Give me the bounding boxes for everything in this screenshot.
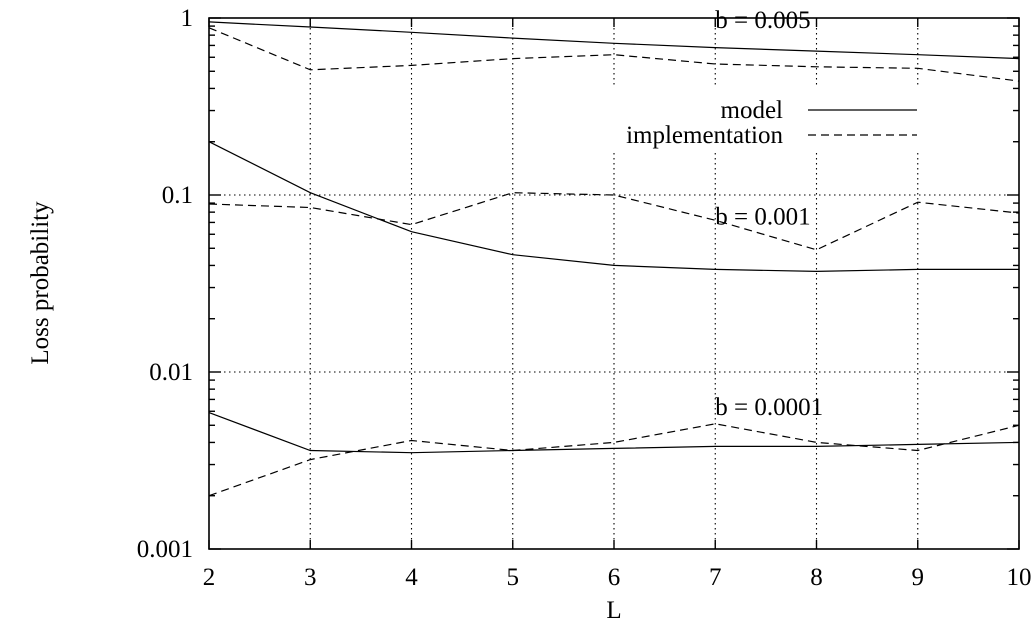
y-tick-label: 0.1	[162, 182, 193, 209]
legend-label: implementation	[626, 122, 783, 149]
x-axis-title: L	[606, 597, 621, 624]
annotations-layer: b = 0.005 b = 0.001 b = 0.0001	[715, 7, 823, 421]
axes-layer: 2 3 4 5 6 7 8 9 10 0.001 0.01 0.1 1	[137, 5, 1032, 591]
series-b-0-0001-solid	[208, 412, 1020, 454]
legend-label: model	[721, 97, 784, 124]
x-tick-label: 9	[912, 564, 925, 591]
x-tick-label: 6	[608, 564, 621, 591]
series-group-label: b = 0.0001	[715, 394, 823, 421]
series-group-label: b = 0.001	[715, 204, 810, 231]
x-tick-label: 10	[1007, 564, 1032, 591]
plot-frame	[208, 17, 1020, 550]
series-b-0-005-solid	[208, 21, 1020, 60]
x-tick-label: 8	[810, 564, 823, 591]
series-layer	[208, 21, 1020, 497]
x-tick-label: 7	[709, 564, 722, 591]
series-b-0-001-dashed	[208, 192, 1020, 251]
series-b-0-005-dashed	[208, 27, 1020, 82]
grid-layer	[209, 18, 1019, 549]
legend-box	[540, 88, 935, 150]
x-tick-label: 2	[203, 564, 216, 591]
series-b-0-0001-dashed	[208, 423, 1020, 497]
x-tick-label: 4	[405, 564, 418, 591]
y-tick-label: 1	[181, 5, 194, 32]
x-tick-label: 3	[304, 564, 317, 591]
y-axis-title: Loss probability	[27, 201, 54, 365]
x-tick-label: 5	[507, 564, 520, 591]
y-tick-label: 0.01	[149, 359, 193, 386]
y-tick-label: 0.001	[137, 536, 193, 563]
series-group-label: b = 0.005	[715, 7, 810, 34]
series-b-0-001-solid	[208, 141, 1019, 273]
